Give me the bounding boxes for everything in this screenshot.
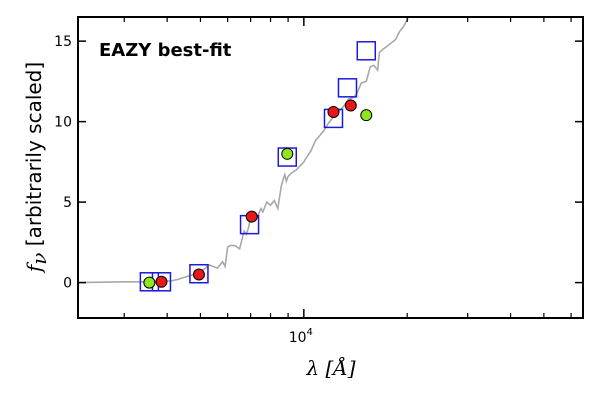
model-photometry-square: [356, 41, 377, 61]
y-axis-text: [arbitrarily scaled]: [22, 62, 46, 246]
plot-data-layer: [78, 17, 410, 292]
y-tick-label: 10: [54, 115, 72, 131]
axis-layer: 0 5 10 15 104: [54, 17, 583, 346]
chart-annotation: EAZY best-fit: [99, 40, 232, 61]
observed-point-red: [155, 275, 168, 288]
svg-text:fν [arbitrarily scaled]: fν [arbitrarily scaled]: [22, 62, 51, 274]
observed-point-red: [245, 210, 258, 223]
observed-point-red: [192, 268, 205, 281]
observed-point-red: [344, 99, 357, 112]
observed-point-green: [360, 109, 373, 122]
y-axis-title: fν [arbitrarily scaled]: [22, 62, 51, 274]
y-tick-label: 5: [63, 195, 72, 211]
y-tick-label: 15: [54, 34, 72, 50]
observed-point-green: [143, 276, 156, 289]
model-photometry-square: [189, 263, 209, 284]
observed-point-red: [327, 105, 340, 118]
plot-frame: [77, 16, 584, 319]
observed-point-green: [281, 147, 294, 160]
y-axis-subscript: ν: [27, 253, 51, 265]
x-axis-title: λ [Å]: [305, 355, 355, 380]
y-tick-label: 0: [63, 276, 72, 292]
model-sed-line: [78, 17, 410, 284]
x-major-tick-label: 104: [289, 327, 313, 346]
model-photometry-square: [337, 78, 358, 98]
